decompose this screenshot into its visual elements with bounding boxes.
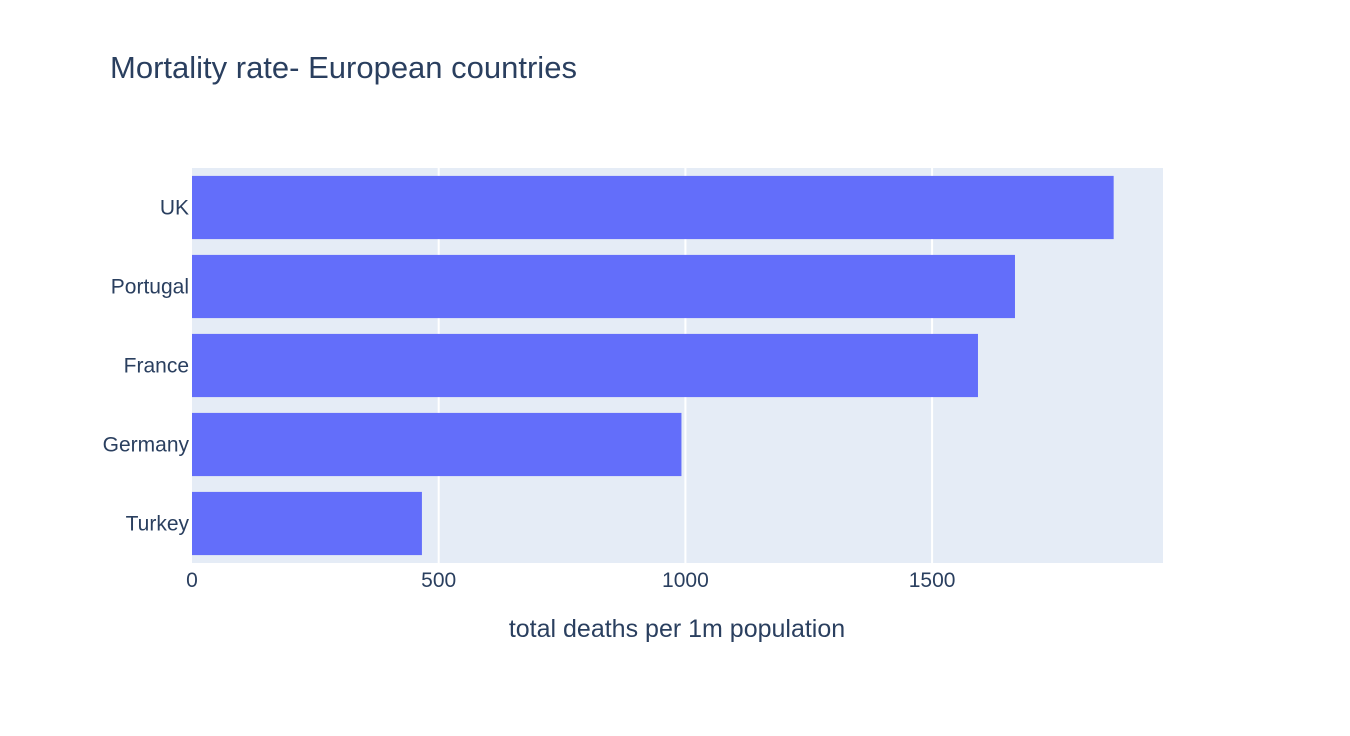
bar-uk	[192, 175, 1114, 240]
x-axis-tick-labels: 0 500 1000 1500	[186, 569, 955, 592]
y-tick-label-germany: Germany	[103, 434, 190, 457]
y-tick-label-france: France	[124, 355, 189, 378]
bars	[192, 175, 1114, 556]
chart-title: Mortality rate- European countries	[110, 50, 577, 85]
bar-france	[192, 333, 978, 398]
x-tick-label-500: 500	[421, 569, 456, 592]
x-axis-title: total deaths per 1m population	[509, 615, 845, 643]
bar-turkey	[192, 491, 422, 556]
y-tick-label-uk: UK	[160, 197, 189, 220]
y-axis-tick-labels: UK Portugal France Germany Turkey	[103, 197, 190, 536]
x-tick-label-1000: 1000	[662, 569, 709, 592]
x-tick-label-1500: 1500	[909, 569, 956, 592]
y-tick-label-turkey: Turkey	[126, 513, 190, 536]
y-tick-label-portugal: Portugal	[111, 276, 189, 299]
x-tick-label-0: 0	[186, 569, 198, 592]
bar-portugal	[192, 254, 1015, 319]
bar-germany	[192, 412, 682, 477]
